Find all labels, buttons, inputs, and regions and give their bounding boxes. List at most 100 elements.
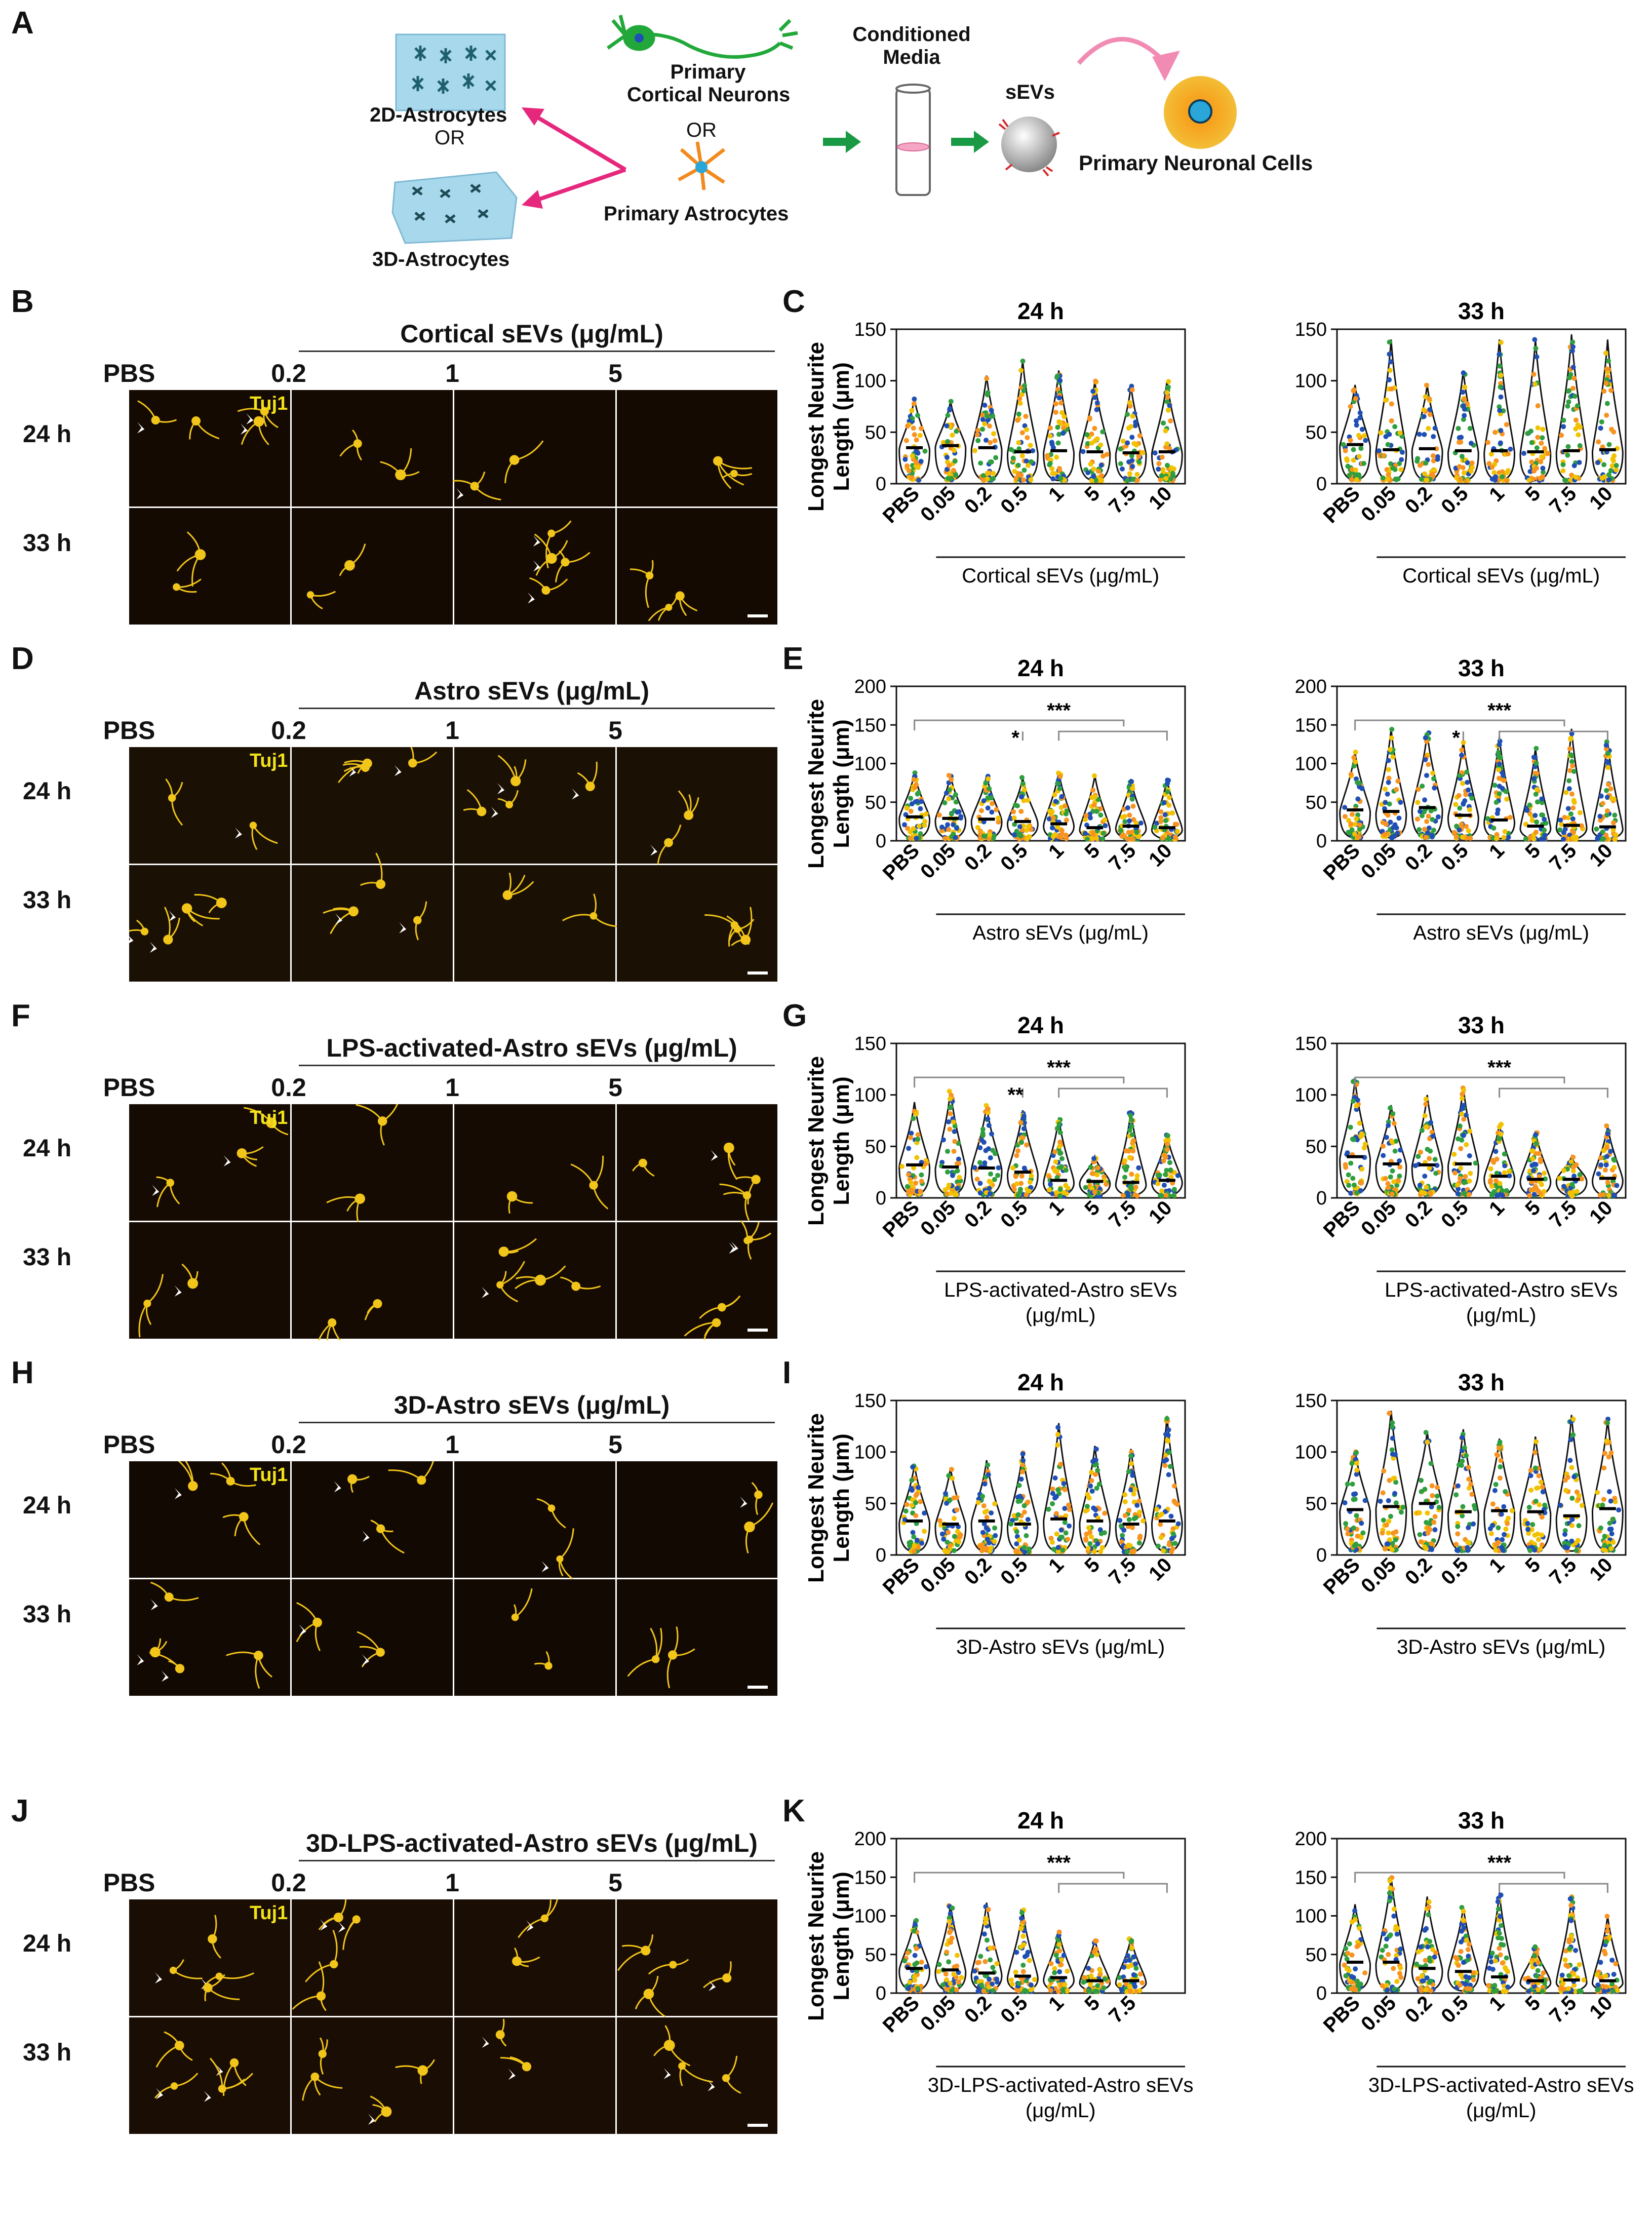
data-dot xyxy=(1134,1193,1140,1198)
data-dot xyxy=(1391,1966,1396,1971)
data-dot xyxy=(1393,1924,1399,1929)
micrograph-tile xyxy=(129,865,290,982)
data-dot xyxy=(1577,443,1583,448)
arrowhead-icon xyxy=(223,1155,231,1166)
data-dot xyxy=(1387,747,1393,752)
neuron-cell xyxy=(165,778,183,826)
data-dot xyxy=(909,1488,915,1493)
data-dot xyxy=(1532,1465,1538,1471)
data-dot xyxy=(1453,834,1459,839)
data-dot xyxy=(1539,796,1545,802)
neuron-cell xyxy=(648,1959,689,1975)
data-dot xyxy=(909,1502,915,1508)
neuron-cell xyxy=(518,1899,558,1938)
data-dot xyxy=(1104,1182,1109,1187)
data-dot xyxy=(1521,451,1526,456)
data-dot xyxy=(1156,466,1161,472)
data-dot xyxy=(1348,1124,1353,1130)
data-dot xyxy=(911,1928,917,1934)
column-label-conc: 1 xyxy=(445,359,459,387)
data-dot xyxy=(1088,1164,1093,1170)
data-dot xyxy=(992,1177,997,1182)
data-dot xyxy=(1493,800,1499,805)
data-dot xyxy=(1385,1987,1390,1993)
data-dot xyxy=(1161,1548,1166,1553)
data-dot xyxy=(1056,465,1062,471)
data-dot xyxy=(1047,808,1052,814)
data-dot xyxy=(1011,1187,1017,1192)
data-dot xyxy=(1393,1480,1399,1485)
data-dot xyxy=(975,1500,981,1505)
data-dot xyxy=(1085,470,1091,476)
data-dot xyxy=(1497,784,1502,789)
data-dot xyxy=(1497,408,1503,413)
data-dot xyxy=(1058,476,1064,481)
data-dot xyxy=(1462,384,1468,390)
arrowhead-icon xyxy=(156,2088,164,2099)
data-dot xyxy=(943,1971,949,1977)
data-dot xyxy=(940,440,946,445)
data-dot xyxy=(1606,1489,1612,1494)
data-dot xyxy=(1603,1162,1609,1167)
data-dot xyxy=(1457,827,1462,833)
data-dot xyxy=(1576,1523,1582,1529)
data-dot xyxy=(1463,1933,1469,1939)
data-dot xyxy=(1571,1982,1577,1988)
data-dot xyxy=(914,1918,919,1923)
neuron-cell xyxy=(342,1915,361,1950)
data-dot xyxy=(988,1548,993,1553)
data-dot xyxy=(1419,1489,1424,1494)
y-axis-label: Longest NeuriteLength (μm) xyxy=(804,1056,854,1226)
data-dot xyxy=(1168,476,1174,482)
data-dot xyxy=(994,1976,999,1982)
data-dot xyxy=(1387,352,1392,357)
data-dot xyxy=(1501,773,1506,778)
data-dot xyxy=(1385,1181,1391,1186)
data-dot xyxy=(1535,435,1541,440)
data-dot xyxy=(908,1135,914,1140)
data-dot xyxy=(1089,1488,1095,1494)
data-dot xyxy=(1171,1187,1177,1192)
x-tick-label: 5 xyxy=(1521,1992,1545,2015)
x-tick-label: 0.5 xyxy=(1437,482,1472,518)
data-dot xyxy=(1457,1982,1463,1988)
data-dot xyxy=(1353,396,1358,401)
data-dot xyxy=(1094,1172,1100,1178)
data-dot xyxy=(1166,795,1172,800)
data-dot xyxy=(954,1953,960,1958)
data-dot xyxy=(1343,448,1348,453)
data-dot xyxy=(952,1139,958,1144)
data-dot xyxy=(1430,1134,1436,1139)
data-dot xyxy=(911,1116,916,1121)
arrowhead-icon xyxy=(394,765,402,776)
data-dot xyxy=(1453,1492,1459,1498)
scale-bar xyxy=(748,2124,768,2127)
data-dot xyxy=(1498,1458,1504,1463)
data-dot xyxy=(952,458,958,464)
data-dot xyxy=(1528,1187,1534,1193)
data-dot xyxy=(980,1530,986,1535)
data-dot xyxy=(1084,1503,1090,1509)
x-tick-label: 0.2 xyxy=(1401,482,1436,518)
data-dot xyxy=(1362,1970,1368,1976)
data-dot xyxy=(1506,1515,1511,1521)
neuron-cell xyxy=(498,1238,537,1257)
data-dot xyxy=(1427,1958,1433,1964)
data-dot xyxy=(1051,1546,1057,1552)
neuron-cell xyxy=(194,894,227,913)
data-dot xyxy=(1387,1537,1392,1543)
neuron-cell xyxy=(545,520,572,568)
x-tick-label: 1 xyxy=(1485,1553,1509,1577)
data-dot xyxy=(1540,1989,1545,1994)
data-dot xyxy=(903,1508,909,1514)
data-dot xyxy=(1594,826,1599,832)
data-dot xyxy=(1461,417,1466,422)
arrowhead-icon xyxy=(491,806,498,818)
data-dot xyxy=(1422,1174,1428,1179)
data-dot xyxy=(1060,431,1066,436)
data-dot xyxy=(1471,1503,1477,1508)
neuron-cell xyxy=(156,1176,180,1208)
data-dot xyxy=(923,1161,928,1166)
arrowhead-icon xyxy=(204,2090,211,2102)
data-dot xyxy=(1459,454,1465,459)
